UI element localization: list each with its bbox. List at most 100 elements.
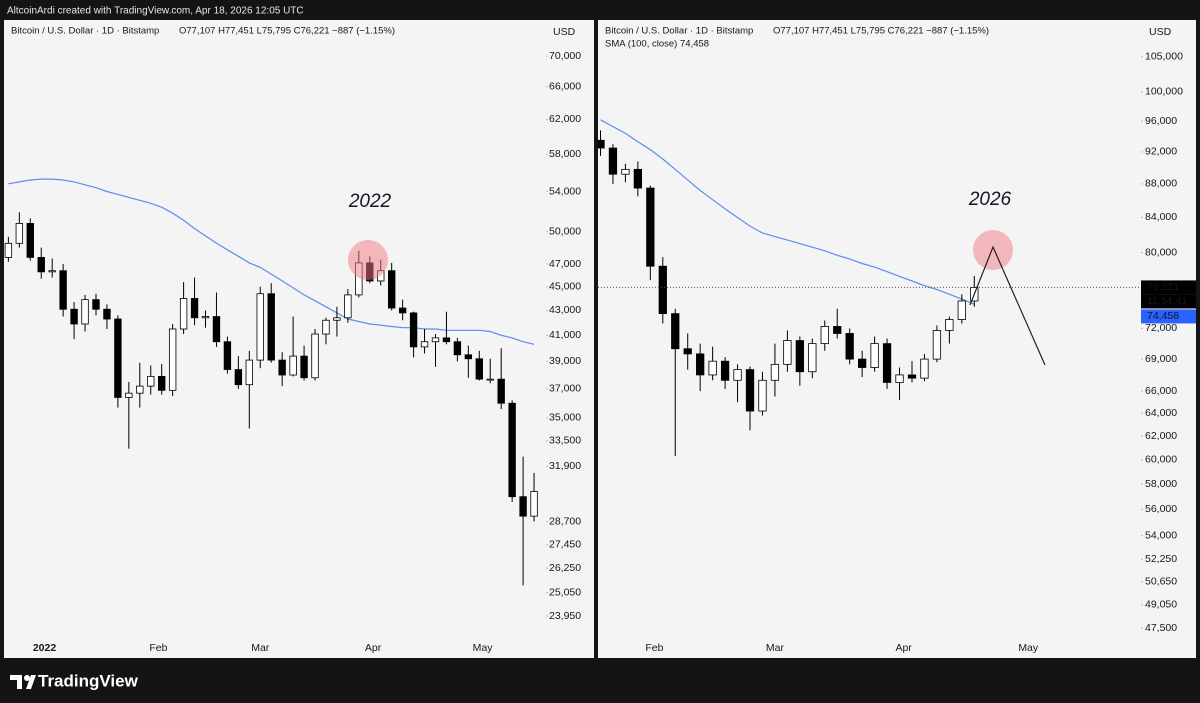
logo-mark: [10, 675, 36, 689]
candle-body: [808, 343, 817, 373]
highlight-circle: [348, 240, 388, 280]
y-tick-label: 54,000: [1145, 529, 1177, 541]
candle-body: [783, 340, 792, 365]
last-price-box: [1141, 280, 1196, 295]
candle-body: [519, 496, 527, 517]
legend-symbol: Bitcoin / U.S. Dollar · 1D · Bitstamp: [11, 26, 159, 37]
x-tick-label: 2022: [33, 642, 57, 654]
y-tick-label: 33,500: [549, 435, 581, 447]
x-tick-label: Feb: [645, 642, 663, 654]
plot-area: [598, 119, 979, 457]
y-tick-label: 26,250: [549, 562, 581, 574]
candle-body: [907, 374, 917, 379]
candle-body: [508, 402, 516, 498]
y-tick-label: 96,000: [1145, 115, 1177, 127]
candle-body: [409, 312, 418, 348]
candle-body: [833, 326, 842, 334]
y-tick-label: 70,000: [549, 50, 581, 62]
candle-body: [37, 256, 45, 273]
candle-body: [387, 270, 396, 309]
y-tick-label: 45,000: [549, 281, 581, 293]
candle-body: [770, 363, 780, 381]
candle-body: [333, 317, 341, 321]
countdown-box: [1141, 294, 1196, 309]
candle-body: [212, 316, 221, 343]
currency-label: USD: [1149, 26, 1172, 38]
y-tick-label: 25,050: [549, 586, 581, 598]
legend-ohlc: O77,107 H77,451 L75,795 C76,221 −887 (−1…: [773, 26, 989, 37]
y-tick-label: 35,000: [549, 412, 581, 424]
candle-body: [15, 223, 24, 244]
y-tick-label: 72,000: [1145, 322, 1177, 334]
last-price-label: 76,221: [1147, 281, 1179, 293]
y-tick-label: 66,000: [1145, 385, 1177, 397]
y-tick-label: 50,000: [549, 225, 581, 237]
y-tick-label: 62,000: [1145, 430, 1177, 442]
candle-body: [70, 308, 78, 325]
y-tick-label: 43,000: [549, 304, 581, 316]
header-text: AltcoinArdi created with TradingView.com…: [7, 6, 304, 17]
candle-body: [530, 491, 538, 517]
candle-body: [190, 298, 199, 319]
candle-body: [420, 341, 429, 348]
candle-body: [795, 340, 804, 373]
y-tick-label: 80,000: [1145, 246, 1177, 258]
y-tick-label: 62,000: [549, 113, 581, 125]
candle-body: [322, 319, 330, 335]
legend-symbol: Bitcoin / U.S. Dollar · 1D · Bitstamp: [605, 26, 753, 37]
candle-body: [820, 326, 829, 345]
candle-body: [48, 270, 56, 273]
y-tick-label: 31,900: [549, 460, 581, 472]
candle-body: [720, 360, 730, 381]
candle-body: [858, 358, 867, 368]
candle-body: [658, 265, 667, 315]
x-tick-label: Feb: [149, 642, 167, 654]
x-tick-label: May: [473, 642, 494, 654]
candle-body: [4, 242, 13, 258]
y-tick-label: 27,450: [549, 539, 581, 551]
candle-body: [300, 355, 308, 379]
y-tick-label: 47,000: [549, 258, 581, 270]
sma-line: [600, 119, 975, 305]
y-tick-label: 54,000: [549, 185, 581, 197]
candle-body: [442, 337, 451, 343]
candle-body: [608, 147, 618, 175]
x-tick-label: Apr: [895, 642, 912, 654]
y-tick-label: 47,500: [1145, 622, 1177, 634]
candle-body: [431, 337, 440, 343]
candle-body: [92, 299, 100, 310]
y-tick-label: 64,000: [1145, 407, 1177, 419]
logo: [10, 675, 36, 689]
sma-value-box: [1141, 309, 1196, 324]
y-tick-label: 105,000: [1145, 51, 1183, 63]
candle-body: [453, 341, 462, 356]
candle-body: [179, 298, 188, 330]
candle-body: [398, 307, 407, 314]
candle-body: [598, 139, 605, 149]
annotation: 2022: [348, 191, 392, 212]
highlight-circle: [973, 230, 1013, 270]
candle-body: [696, 353, 705, 376]
candle-body: [311, 333, 319, 379]
candle-body: [234, 369, 243, 386]
candle-body: [621, 168, 630, 175]
candle-body: [103, 308, 111, 320]
candle-body: [158, 375, 166, 391]
candle-body: [932, 330, 942, 360]
y-tick-label: 58,000: [1145, 478, 1177, 490]
plot-area: [4, 178, 538, 586]
y-tick-label: 49,050: [1145, 599, 1177, 611]
candle-body: [278, 359, 286, 376]
y-tick-label: 69,000: [1145, 353, 1177, 365]
footer-brand: TradingView: [38, 671, 139, 690]
candle-body: [708, 360, 717, 376]
candle-body: [957, 300, 966, 320]
charts: USD 70,000 66,000 62,000 58,000 54,000 50,000 4…: [4, 26, 1196, 654]
y-tick-label: 39,000: [549, 355, 581, 367]
legend-sma-value: 74,458: [680, 39, 709, 50]
candle-body: [633, 168, 643, 189]
candle-body: [147, 375, 155, 387]
candle-body: [945, 319, 954, 331]
candle-body: [870, 343, 879, 368]
